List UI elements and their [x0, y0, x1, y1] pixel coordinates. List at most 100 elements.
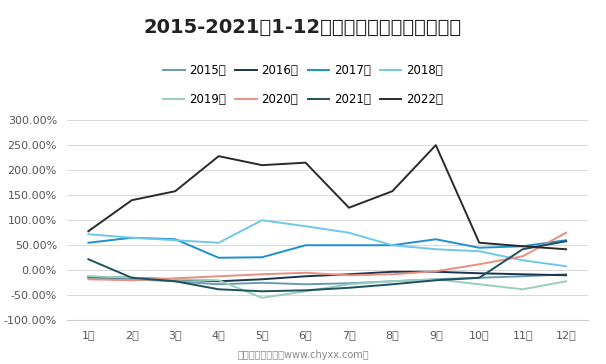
2017年: [302, 243, 309, 248]
2015年: [476, 276, 483, 280]
Text: 2015-2021年1-12月中国醋酸价格增长率走势: 2015-2021年1-12月中国醋酸价格增长率走势: [144, 18, 462, 37]
Line: 2021年: 2021年: [88, 241, 566, 291]
2017年: [345, 243, 353, 248]
2019年: [519, 287, 526, 292]
2016年: [85, 274, 92, 279]
2016年: [258, 277, 265, 281]
Legend: 2015年, 2016年, 2017年, 2018年: 2015年, 2016年, 2017年, 2018年: [163, 64, 443, 77]
2017年: [85, 241, 92, 245]
2022年: [345, 206, 353, 210]
2017年: [562, 238, 570, 242]
2022年: [562, 247, 570, 252]
2022年: [215, 154, 222, 158]
2019年: [85, 274, 92, 278]
2016年: [476, 271, 483, 276]
2018年: [85, 232, 92, 237]
Line: 2018年: 2018年: [88, 220, 566, 266]
2022年: [171, 189, 179, 193]
2019年: [345, 282, 353, 286]
2020年: [432, 269, 439, 273]
2022年: [302, 161, 309, 165]
2017年: [215, 256, 222, 260]
2022年: [432, 143, 439, 147]
2019年: [476, 282, 483, 286]
2018年: [388, 243, 396, 248]
2021年: [128, 276, 135, 280]
2017年: [519, 244, 526, 248]
2015年: [345, 281, 353, 285]
2015年: [171, 279, 179, 284]
2017年: [171, 237, 179, 241]
2018年: [302, 224, 309, 229]
Line: 2015年: 2015年: [88, 274, 566, 284]
2015年: [85, 276, 92, 280]
2021年: [302, 288, 309, 293]
2022年: [128, 198, 135, 202]
2015年: [215, 282, 222, 286]
2020年: [388, 272, 396, 277]
2017年: [432, 237, 439, 241]
2022年: [388, 189, 396, 193]
2018年: [345, 230, 353, 235]
2017年: [128, 236, 135, 240]
2020年: [215, 274, 222, 278]
2021年: [562, 239, 570, 244]
2018年: [128, 236, 135, 240]
2019年: [171, 277, 179, 281]
2016年: [519, 272, 526, 277]
2021年: [171, 279, 179, 284]
2021年: [432, 278, 439, 282]
2018年: [562, 264, 570, 268]
2019年: [388, 279, 396, 284]
2018年: [432, 247, 439, 252]
2021年: [215, 287, 222, 292]
2019年: [562, 279, 570, 284]
2016年: [302, 274, 309, 278]
2021年: [85, 257, 92, 261]
2021年: [345, 286, 353, 290]
2022年: [519, 244, 526, 248]
2021年: [476, 276, 483, 280]
Line: 2017年: 2017年: [88, 238, 566, 258]
2016年: [171, 277, 179, 281]
2020年: [345, 273, 353, 277]
2015年: [388, 279, 396, 284]
2021年: [519, 247, 526, 252]
Line: 2022年: 2022年: [88, 145, 566, 249]
2020年: [171, 276, 179, 280]
2015年: [519, 274, 526, 278]
2019年: [302, 289, 309, 293]
Line: 2019年: 2019年: [88, 276, 566, 298]
2015年: [258, 281, 265, 285]
2020年: [258, 272, 265, 277]
2019年: [215, 278, 222, 282]
Line: 2016年: 2016年: [88, 272, 566, 281]
2020年: [562, 230, 570, 235]
2016年: [215, 279, 222, 284]
2015年: [432, 277, 439, 281]
2016年: [388, 270, 396, 274]
2017年: [476, 246, 483, 250]
2020年: [85, 277, 92, 281]
2017年: [258, 255, 265, 260]
2020年: [476, 262, 483, 266]
2015年: [128, 277, 135, 281]
2018年: [215, 241, 222, 245]
2018年: [476, 249, 483, 253]
Text: 制图：智研咨询（www.chyxx.com）: 制图：智研咨询（www.chyxx.com）: [237, 351, 369, 360]
2020年: [302, 270, 309, 275]
Legend: 2019年, 2020年, 2021年, 2022年: 2019年, 2020年, 2021年, 2022年: [163, 93, 443, 106]
2019年: [128, 276, 135, 280]
2021年: [388, 282, 396, 286]
2018年: [171, 238, 179, 242]
Line: 2020年: 2020年: [88, 233, 566, 280]
2020年: [128, 278, 135, 282]
2017年: [388, 243, 396, 248]
2018年: [519, 258, 526, 262]
2016年: [128, 276, 135, 280]
2015年: [562, 272, 570, 277]
2019年: [432, 277, 439, 281]
2019年: [258, 296, 265, 300]
2015年: [302, 282, 309, 286]
2020年: [519, 254, 526, 258]
